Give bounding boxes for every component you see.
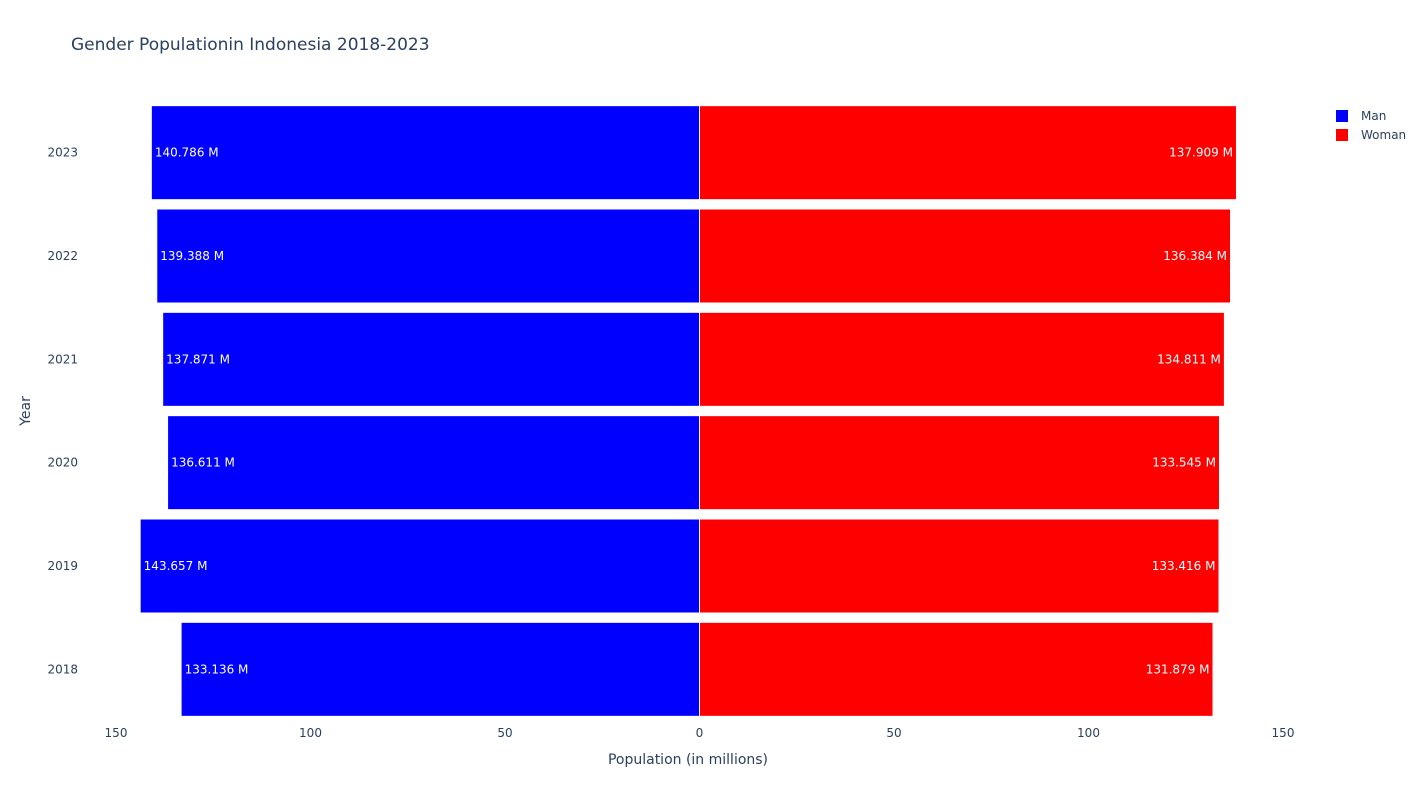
x-tick: 150 bbox=[105, 726, 128, 740]
x-tick: 100 bbox=[1077, 726, 1100, 740]
bar-man-2019[interactable] bbox=[140, 519, 700, 613]
y-tick-2021: 2021 bbox=[47, 352, 78, 366]
x-tick: 100 bbox=[299, 726, 322, 740]
bar-label-man-2021: 137.871 M bbox=[166, 352, 230, 366]
chart-title: Gender Populationin Indonesia 2018-2023 bbox=[71, 35, 430, 55]
y-tick-2022: 2022 bbox=[47, 249, 78, 263]
y-tick-2023: 2023 bbox=[47, 146, 78, 160]
legend-label-woman: Woman bbox=[1361, 128, 1406, 142]
bar-label-man-2022: 139.388 M bbox=[160, 249, 224, 263]
bar-woman-2022[interactable] bbox=[699, 209, 1231, 303]
bar-woman-2019[interactable] bbox=[699, 519, 1219, 613]
bar-man-2020[interactable] bbox=[168, 416, 700, 510]
y-tick-2019: 2019 bbox=[47, 559, 78, 573]
x-tick: 50 bbox=[497, 726, 512, 740]
bar-label-man-2020: 136.611 M bbox=[171, 456, 235, 470]
bar-label-woman-2023: 137.909 M bbox=[1169, 146, 1233, 160]
bar-woman-2023[interactable] bbox=[699, 106, 1236, 200]
bar-label-man-2019: 143.657 M bbox=[144, 559, 208, 573]
x-axis-ticks: 150 100 50 0 50 100 150 bbox=[105, 726, 1295, 740]
legend-label-man: Man bbox=[1361, 109, 1386, 123]
bar-man-2021[interactable] bbox=[163, 312, 700, 406]
bar-man-2018[interactable] bbox=[181, 622, 700, 716]
bars-layer bbox=[140, 106, 1236, 716]
bar-label-man-2023: 140.786 M bbox=[155, 146, 219, 160]
x-tick: 0 bbox=[696, 726, 704, 740]
bar-man-2022[interactable] bbox=[157, 209, 700, 303]
legend-swatch-man bbox=[1336, 110, 1348, 122]
bar-man-2023[interactable] bbox=[151, 106, 700, 200]
bar-label-woman-2020: 133.545 M bbox=[1152, 456, 1216, 470]
bar-woman-2021[interactable] bbox=[699, 312, 1224, 406]
bar-label-woman-2019: 133.416 M bbox=[1152, 559, 1216, 573]
y-tick-2020: 2020 bbox=[47, 456, 78, 470]
x-tick: 50 bbox=[886, 726, 901, 740]
bar-woman-2018[interactable] bbox=[699, 622, 1213, 716]
legend[interactable]: Man Woman bbox=[1336, 109, 1406, 142]
x-tick: 150 bbox=[1272, 726, 1295, 740]
bar-label-woman-2022: 136.384 M bbox=[1163, 249, 1227, 263]
y-tick-2018: 2018 bbox=[47, 662, 78, 676]
bar-label-woman-2018: 131.879 M bbox=[1146, 662, 1210, 676]
legend-swatch-woman bbox=[1336, 129, 1348, 141]
bar-woman-2020[interactable] bbox=[699, 416, 1219, 510]
y-axis-ticks: 2018 2019 2020 2021 2022 2023 bbox=[47, 146, 78, 677]
bar-label-woman-2021: 134.811 M bbox=[1157, 352, 1221, 366]
legend-item-man[interactable]: Man bbox=[1336, 109, 1386, 123]
y-axis-title: Year bbox=[18, 396, 34, 427]
bar-label-man-2018: 133.136 M bbox=[185, 662, 249, 676]
bar-labels-layer: 133.136 M 143.657 M 136.611 M 137.871 M 139.… bbox=[144, 146, 1233, 677]
x-axis-title: Population (in millions) bbox=[608, 752, 768, 768]
legend-item-woman[interactable]: Woman bbox=[1336, 128, 1406, 142]
